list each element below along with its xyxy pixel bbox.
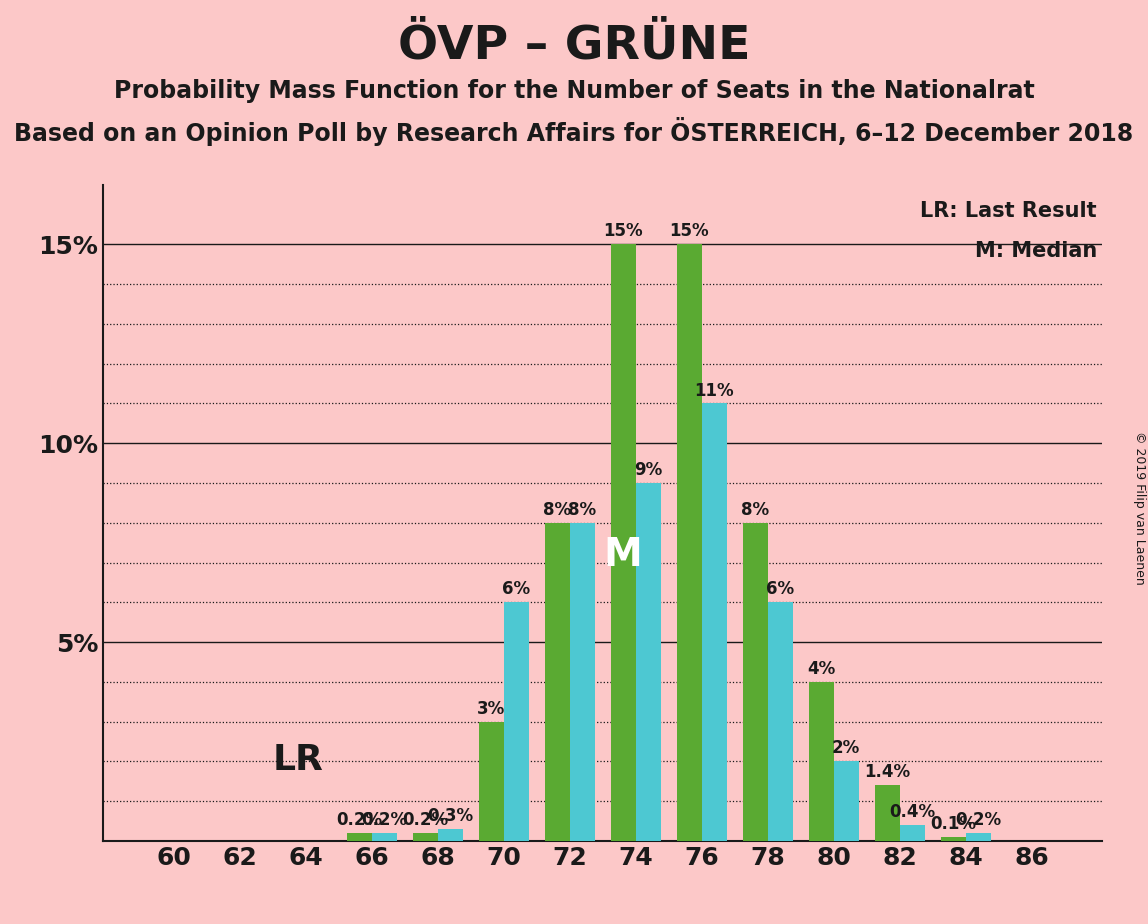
Text: 0.2%: 0.2% bbox=[955, 811, 1001, 829]
Bar bbox=[768, 602, 793, 841]
Text: 8%: 8% bbox=[543, 501, 572, 518]
Text: © 2019 Filip van Laenen: © 2019 Filip van Laenen bbox=[1133, 432, 1147, 585]
Text: 0.2%: 0.2% bbox=[402, 811, 448, 829]
Text: M: Median: M: Median bbox=[975, 240, 1097, 261]
Bar bbox=[569, 523, 595, 841]
Bar bbox=[412, 833, 437, 841]
Bar bbox=[743, 523, 768, 841]
Bar bbox=[372, 833, 397, 841]
Text: 6%: 6% bbox=[502, 580, 530, 599]
Text: ÖVP – GRÜNE: ÖVP – GRÜNE bbox=[397, 23, 751, 68]
Bar bbox=[504, 602, 529, 841]
Bar bbox=[479, 722, 504, 841]
Bar bbox=[701, 404, 727, 841]
Bar bbox=[900, 825, 924, 841]
Text: Probability Mass Function for the Number of Seats in the Nationalrat: Probability Mass Function for the Number… bbox=[114, 79, 1034, 103]
Text: 0.3%: 0.3% bbox=[427, 807, 473, 825]
Bar bbox=[833, 761, 859, 841]
Text: 15%: 15% bbox=[604, 223, 643, 240]
Text: 0.4%: 0.4% bbox=[889, 803, 936, 821]
Text: M: M bbox=[604, 536, 643, 574]
Text: 2%: 2% bbox=[832, 739, 860, 758]
Bar bbox=[544, 523, 569, 841]
Bar bbox=[808, 682, 833, 841]
Text: LR: LR bbox=[273, 743, 324, 777]
Text: 8%: 8% bbox=[742, 501, 769, 518]
Text: LR: Last Result: LR: Last Result bbox=[921, 201, 1097, 221]
Bar bbox=[611, 245, 636, 841]
Bar bbox=[676, 245, 701, 841]
Text: 11%: 11% bbox=[695, 382, 734, 399]
Text: 8%: 8% bbox=[568, 501, 596, 518]
Text: 15%: 15% bbox=[669, 223, 709, 240]
Text: 0.2%: 0.2% bbox=[362, 811, 408, 829]
Text: 9%: 9% bbox=[634, 461, 662, 479]
Bar bbox=[437, 829, 463, 841]
Bar bbox=[965, 833, 991, 841]
Text: 6%: 6% bbox=[766, 580, 794, 599]
Text: 4%: 4% bbox=[807, 660, 836, 678]
Bar bbox=[940, 837, 965, 841]
Bar bbox=[636, 483, 661, 841]
Text: 0.2%: 0.2% bbox=[336, 811, 382, 829]
Bar bbox=[875, 785, 900, 841]
Text: 1.4%: 1.4% bbox=[864, 763, 910, 781]
Text: 3%: 3% bbox=[478, 699, 505, 718]
Text: 0.1%: 0.1% bbox=[930, 815, 976, 833]
Text: Based on an Opinion Poll by Research Affairs for ÖSTERREICH, 6–12 December 2018: Based on an Opinion Poll by Research Aff… bbox=[15, 117, 1133, 146]
Bar bbox=[347, 833, 372, 841]
